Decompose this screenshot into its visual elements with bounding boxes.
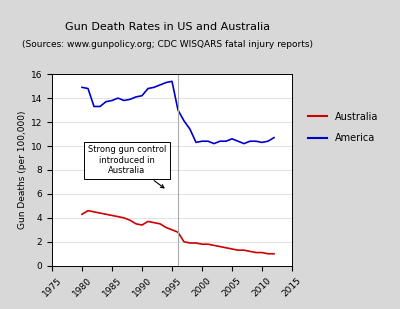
America [236,139,240,143]
Australia [170,228,174,232]
Australia [86,209,90,213]
America [86,87,90,90]
America [194,141,198,144]
Australia [218,245,222,248]
Australia [248,250,252,253]
Australia [206,242,210,246]
Australia [188,241,192,245]
Australia [182,240,186,243]
America [206,139,210,143]
Australia [200,242,204,246]
America [158,83,162,87]
America [92,105,96,108]
Australia [128,218,132,222]
Australia [122,216,126,220]
Australia [92,210,96,214]
Line: America: America [82,81,274,144]
Australia [104,212,108,216]
America [134,95,138,99]
America [128,97,132,101]
America [80,86,84,89]
America [110,99,114,102]
Australia [254,251,258,254]
America [272,136,276,139]
Text: Strong gun control
introduced in
Australia: Strong gun control introduced in Austral… [88,146,166,188]
Australia [272,252,276,256]
Australia [230,247,234,251]
Text: (Sources: www.gunpolicy.org; CDC WISQARS fatal injury reports): (Sources: www.gunpolicy.org; CDC WISQARS… [22,40,314,49]
Australia [140,223,144,227]
Australia [266,252,270,256]
America [188,127,192,131]
America [140,94,144,98]
America [176,108,180,112]
America [218,139,222,143]
Australia [146,220,150,223]
America [104,100,108,104]
America [200,139,204,143]
Australia [134,222,138,226]
America [182,119,186,123]
Line: Australia: Australia [82,211,274,254]
America [170,79,174,83]
America [98,105,102,108]
Australia [164,226,168,229]
America [122,99,126,102]
Australia [98,211,102,215]
America [152,86,156,89]
Australia [242,248,246,252]
Australia [260,251,264,254]
America [224,139,228,143]
Australia [236,248,240,252]
America [230,137,234,141]
America [146,87,150,90]
Australia [194,241,198,245]
Australia [158,222,162,226]
Australia [110,214,114,217]
Australia [116,215,120,218]
Australia [224,246,228,250]
Australia [212,243,216,247]
America [116,96,120,100]
America [254,139,258,143]
Australia [152,221,156,224]
America [164,81,168,84]
America [266,139,270,143]
Australia [176,231,180,234]
Legend: Australia, America: Australia, America [304,108,382,147]
America [248,139,252,143]
America [212,142,216,146]
America [260,141,264,144]
Text: Gun Death Rates in US and Australia: Gun Death Rates in US and Australia [66,22,270,32]
Y-axis label: Gun Deaths (per 100,000): Gun Deaths (per 100,000) [18,111,27,229]
Australia [80,212,84,216]
America [242,142,246,146]
